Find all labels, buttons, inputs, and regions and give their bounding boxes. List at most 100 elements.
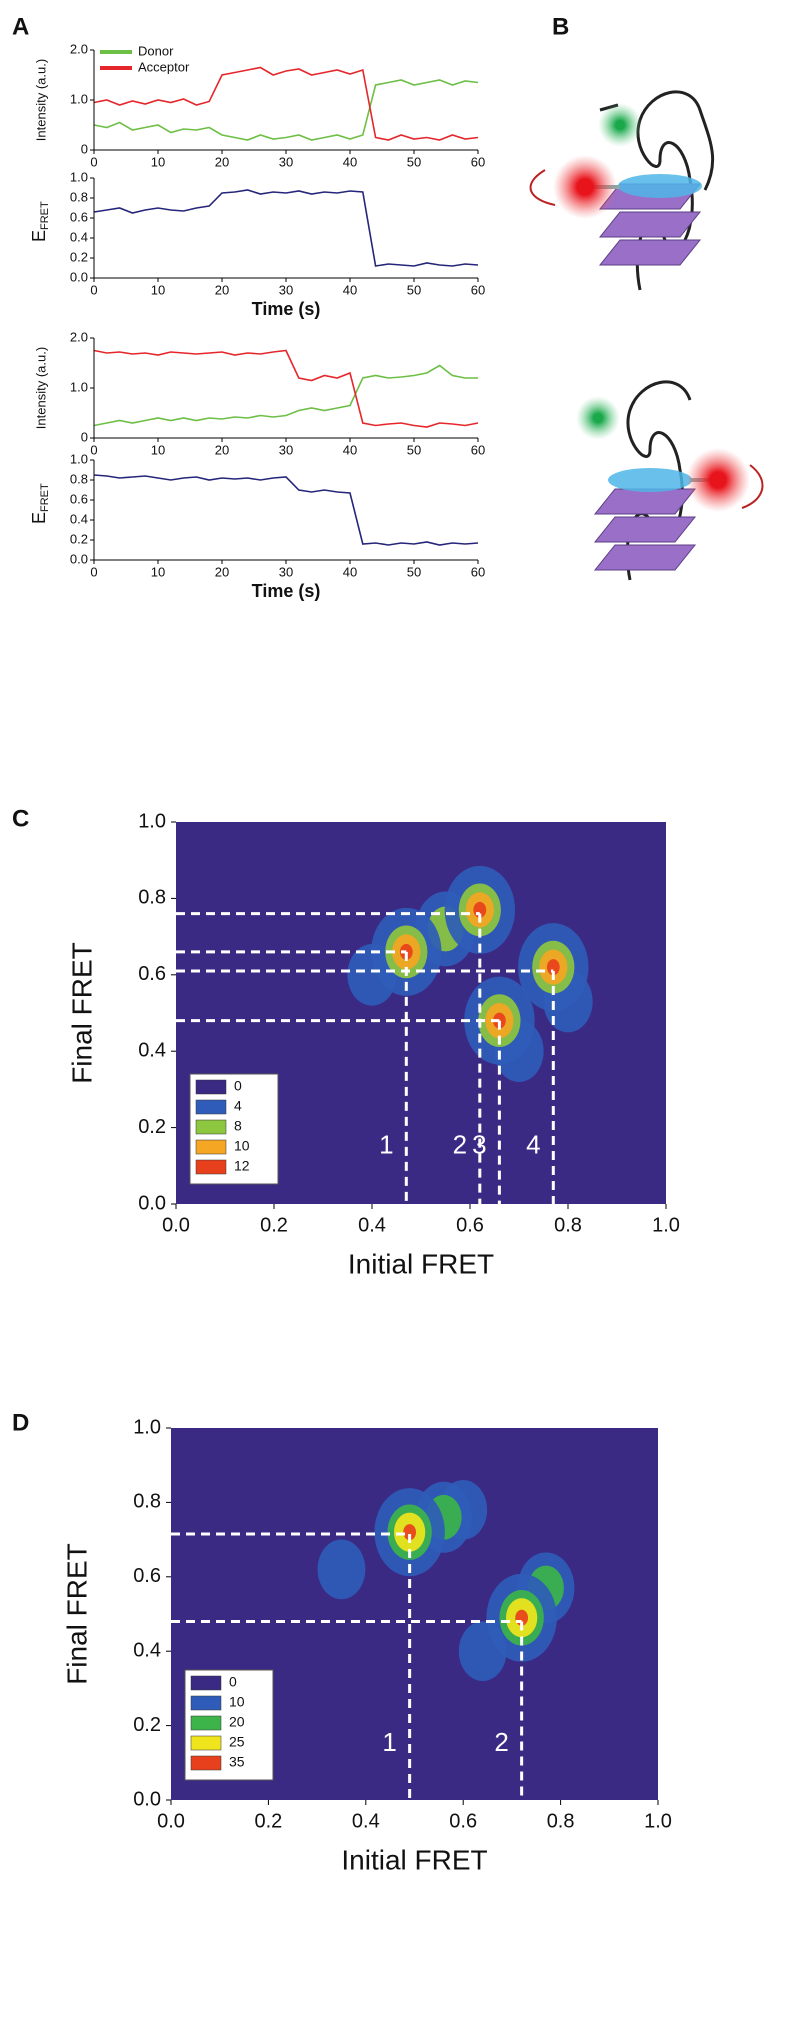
- x-tick-label: 30: [279, 154, 293, 169]
- x-tick-label: 20: [215, 442, 229, 457]
- y-axis-label-sub: FRET: [39, 201, 51, 230]
- guide-label: 1: [382, 1727, 396, 1757]
- y-tick-label: 2.0: [70, 41, 88, 56]
- y-tick-label: 0.4: [70, 229, 88, 244]
- x-tick-label: 0.6: [456, 1214, 484, 1236]
- y-tick-label: 0.2: [138, 1116, 166, 1138]
- x-tick-label: 60: [471, 282, 485, 297]
- guide-label: 2: [494, 1727, 508, 1757]
- y-tick-label: 1.0: [70, 91, 88, 106]
- colorbar-swatch: [190, 1735, 222, 1751]
- colorbar-label: 8: [234, 1118, 242, 1134]
- series-line: [93, 349, 479, 428]
- y-tick-label: 0.6: [138, 963, 166, 985]
- x-tick-label: 0.2: [254, 1810, 282, 1832]
- x-tick-label: 60: [471, 564, 485, 579]
- panel-label: D: [12, 1409, 29, 1436]
- x-tick-label: 60: [471, 154, 485, 169]
- y-tick-label: 0.0: [138, 1192, 166, 1214]
- colorbar-swatch: [195, 1099, 227, 1115]
- colorbar-label: 25: [229, 1734, 245, 1750]
- y-axis-label-main: E: [29, 512, 49, 524]
- series-line: [93, 66, 479, 141]
- y-tick-label: 0.4: [138, 1039, 166, 1061]
- x-tick-label: 1.0: [652, 1214, 680, 1236]
- colorbar-swatch: [190, 1755, 222, 1771]
- x-tick-label: 10: [151, 442, 165, 457]
- colorbar-swatch: [190, 1695, 222, 1711]
- y-tick-label: 0.2: [70, 531, 88, 546]
- x-tick-label: 40: [343, 442, 357, 457]
- colorbar-label: 10: [229, 1694, 245, 1710]
- x-tick-label: 30: [279, 282, 293, 297]
- x-tick-label: 1.0: [644, 1810, 672, 1832]
- colorbar-label: 0: [229, 1674, 237, 1690]
- x-tick-label: 0.8: [554, 1214, 582, 1236]
- x-tick-label: 60: [471, 442, 485, 457]
- x-tick-label: 20: [215, 564, 229, 579]
- heatmap-hotspot: [403, 1524, 417, 1541]
- y-tick-label: 0: [81, 429, 88, 444]
- heatmap-hotspot: [546, 959, 560, 976]
- x-tick-label: 0.4: [352, 1810, 380, 1832]
- legend-label: Donor: [138, 43, 174, 58]
- x-tick-label: 50: [407, 564, 421, 579]
- x-tick-label: 0.6: [449, 1810, 477, 1832]
- x-tick-label: 50: [407, 442, 421, 457]
- colorbar-label: 10: [234, 1138, 250, 1154]
- series-line: [93, 474, 479, 546]
- x-tick-label: 40: [343, 564, 357, 579]
- x-tick-label: 20: [215, 154, 229, 169]
- y-tick-label: 1.0: [70, 379, 88, 394]
- y-tick-label: 0.8: [70, 471, 88, 486]
- y-axis-label: EFRET: [29, 201, 51, 242]
- y-tick-label: 1.0: [70, 169, 88, 184]
- y-axis-label-main: E: [29, 230, 49, 242]
- x-tick-label: 30: [279, 442, 293, 457]
- guide-label: 3: [472, 1130, 486, 1160]
- colorbar-label: 35: [229, 1754, 245, 1770]
- g-quadruplex-diagram: [529, 90, 764, 581]
- y-tick-label: 0.0: [133, 1788, 161, 1810]
- x-tick-label: 50: [407, 154, 421, 169]
- y-tick-label: 0.2: [70, 249, 88, 264]
- x-tick-label: 0: [90, 282, 97, 297]
- x-tick-label: 50: [407, 282, 421, 297]
- x-axis-label: Time (s): [252, 299, 321, 319]
- x-tick-label: 0.2: [260, 1214, 288, 1236]
- colorbar-swatch: [195, 1079, 227, 1095]
- panel-label: C: [12, 805, 29, 832]
- x-tick-label: 0: [90, 564, 97, 579]
- guide-label: 1: [379, 1130, 393, 1160]
- x-tick-label: 10: [151, 154, 165, 169]
- colorbar-swatch: [190, 1675, 222, 1691]
- y-axis-label: Final FRET: [66, 942, 97, 1084]
- legend-label: Acceptor: [138, 59, 190, 74]
- series-line: [93, 189, 479, 267]
- y-tick-label: 1.0: [138, 810, 166, 832]
- guide-label: 2: [453, 1130, 467, 1160]
- y-tick-label: 1.0: [133, 1416, 161, 1438]
- y-tick-label: 0.6: [133, 1565, 161, 1587]
- y-tick-label: 2.0: [70, 329, 88, 344]
- series-line: [93, 79, 479, 141]
- x-tick-label: 0.4: [358, 1214, 386, 1236]
- y-axis-label: Intensity (a.u.): [33, 59, 48, 141]
- y-axis-label: Intensity (a.u.): [33, 347, 48, 429]
- x-tick-label: 40: [343, 282, 357, 297]
- x-tick-label: 30: [279, 564, 293, 579]
- colorbar-label: 12: [234, 1158, 250, 1174]
- x-axis-label: Time (s): [252, 581, 321, 601]
- y-tick-label: 0.8: [138, 887, 166, 909]
- x-tick-label: 0.0: [157, 1810, 185, 1832]
- colorbar-swatch: [195, 1139, 227, 1155]
- x-tick-label: 0: [90, 442, 97, 457]
- x-axis-label: Initial FRET: [348, 1248, 494, 1279]
- y-tick-label: 0.0: [70, 551, 88, 566]
- x-tick-label: 0: [90, 154, 97, 169]
- x-tick-label: 20: [215, 282, 229, 297]
- y-axis-label-sub: FRET: [39, 483, 51, 512]
- heatmap-hotspot: [317, 1539, 366, 1600]
- y-axis-label: Final FRET: [61, 1543, 92, 1685]
